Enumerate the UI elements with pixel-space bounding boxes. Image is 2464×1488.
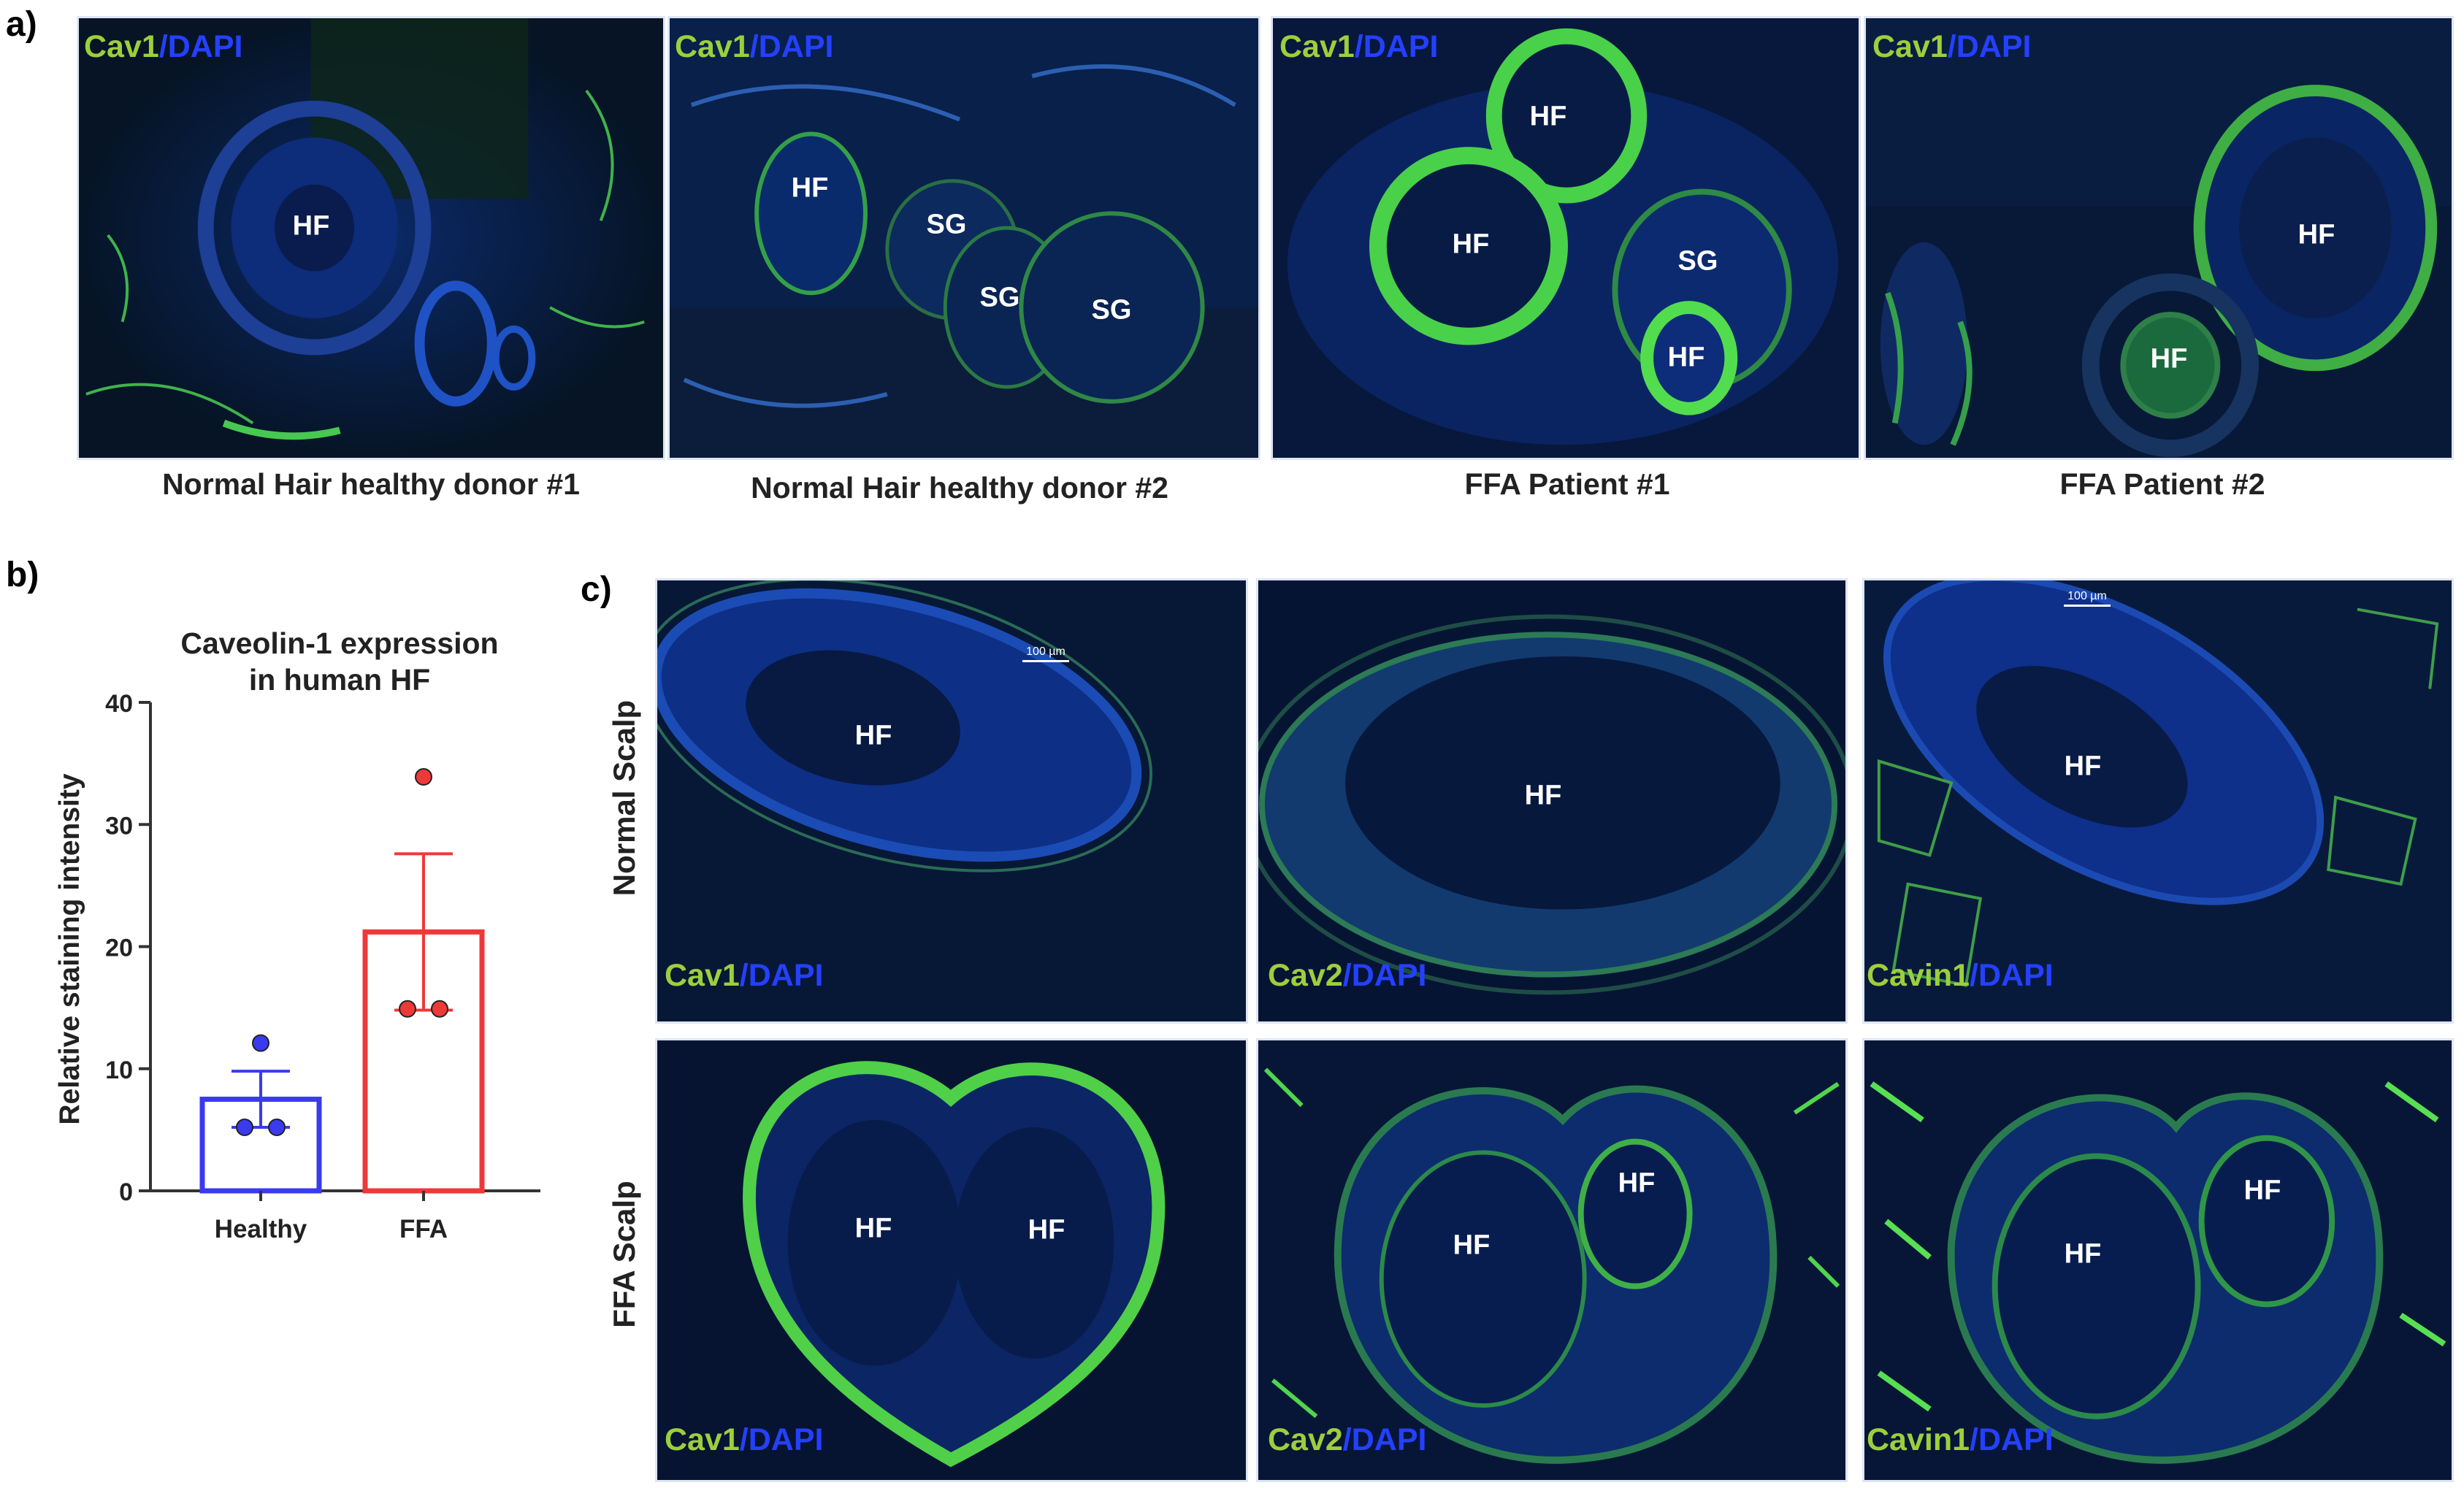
stain-label-c2: Cav2/DAPI: [1268, 958, 1427, 993]
caveolin-chart: Caveolin-1 expression in human HF Relati…: [54, 626, 540, 1243]
region-hf-a1: HF: [292, 210, 330, 242]
scale-bar-2: 100 µm: [2064, 590, 2111, 607]
caption-a4: FFA Patient #2: [2059, 467, 2265, 501]
region-hf-a3-2: HF: [1452, 229, 1490, 260]
region-hf-c6-2: HF: [2064, 1238, 2102, 1270]
y-tick-label-10: 10: [105, 1056, 133, 1084]
caption-a2: Normal Hair healthy donor #2: [751, 471, 1168, 505]
micrograph-a3: [1271, 16, 1861, 460]
region-hf-a4-1: HF: [2297, 219, 2335, 250]
stain-label-a4: Cav1/DAPI: [1872, 29, 2032, 64]
region-sg-a2-1: SG: [926, 209, 967, 240]
caption-a3: FFA Patient #1: [1464, 467, 1670, 501]
micrograph-c-ffa-cav2: [1256, 1038, 1848, 1482]
y-axis-label: Relative staining intensity: [54, 773, 85, 1124]
micrograph-c-normal-cav2: [1256, 578, 1848, 1024]
stain-label-c4: Cav1/DAPI: [665, 1422, 824, 1457]
point-ffa-1: [415, 768, 432, 786]
chart-title-line-1: Caveolin-1 expression: [180, 626, 498, 660]
micrograph-a2: [667, 16, 1260, 460]
y-tick-label-40: 40: [105, 690, 133, 718]
region-hf-c4-2: HF: [1028, 1214, 1065, 1246]
stain-label-a1: Cav1/DAPI: [84, 29, 243, 64]
region-hf-c1: HF: [854, 720, 892, 751]
region-hf-c2: HF: [1524, 780, 1562, 811]
stain-label-c3: Cavin1/DAPI: [1867, 958, 2054, 993]
stain-label-c6: Cavin1/DAPI: [1867, 1422, 2054, 1457]
y-tick-label-0: 0: [119, 1178, 133, 1206]
stain-label-a2: Cav1/DAPI: [675, 29, 834, 64]
micrograph-c-normal-cavin1: [1862, 578, 2454, 1024]
stain-label-c1: Cav1/DAPI: [665, 958, 824, 993]
chart-title-line-2: in human HF: [249, 663, 430, 697]
panel-label-a: a): [6, 5, 37, 44]
region-hf-c3: HF: [2064, 751, 2102, 782]
stain-label-a3: Cav1/DAPI: [1279, 29, 1439, 64]
region-hf-a2: HF: [791, 172, 829, 204]
region-hf-c4-1: HF: [854, 1213, 892, 1244]
caption-a1: Normal Hair healthy donor #1: [162, 467, 580, 501]
region-hf-a4-2: HF: [2150, 343, 2188, 375]
region-hf-c6-1: HF: [2243, 1175, 2281, 1206]
y-tick-label-30: 30: [105, 812, 133, 840]
row-label-normal-scalp: Normal Scalp: [607, 699, 641, 897]
x-tick-label-ffa: FFA: [399, 1215, 448, 1243]
point-healthy-3: [268, 1119, 286, 1137]
point-ffa-2: [399, 1000, 416, 1018]
micrograph-a4: [1864, 16, 2454, 460]
micrograph-a1: [77, 16, 665, 460]
region-hf-c5-1: HF: [1618, 1167, 1656, 1199]
panel-label-b: b): [6, 556, 39, 594]
stain-label-c5: Cav2/DAPI: [1268, 1422, 1427, 1457]
micrograph-c-ffa-cavin1: [1862, 1038, 2454, 1482]
scale-bar-1: 100 µm: [1022, 645, 1069, 662]
region-hf-a3-1: HF: [1529, 101, 1567, 132]
panel-label-c: c): [581, 570, 612, 609]
x-tick-label-healthy: Healthy: [215, 1215, 307, 1243]
y-tick-label-20: 20: [105, 935, 133, 962]
region-sg-a2-3: SG: [1091, 294, 1132, 326]
point-healthy-2: [236, 1119, 253, 1137]
region-sg-a3: SG: [1677, 245, 1718, 277]
row-label-ffa-scalp: FFA Scalp: [607, 1181, 641, 1328]
micrograph-c-normal-cav1: [655, 578, 1248, 1024]
point-ffa-3: [431, 1000, 448, 1018]
region-hf-a3-3: HF: [1667, 342, 1705, 373]
point-healthy-1: [252, 1034, 269, 1052]
region-sg-a2-2: SG: [979, 282, 1020, 313]
region-hf-c5-2: HF: [1453, 1230, 1491, 1261]
micrograph-c-ffa-cav1: [655, 1038, 1248, 1482]
